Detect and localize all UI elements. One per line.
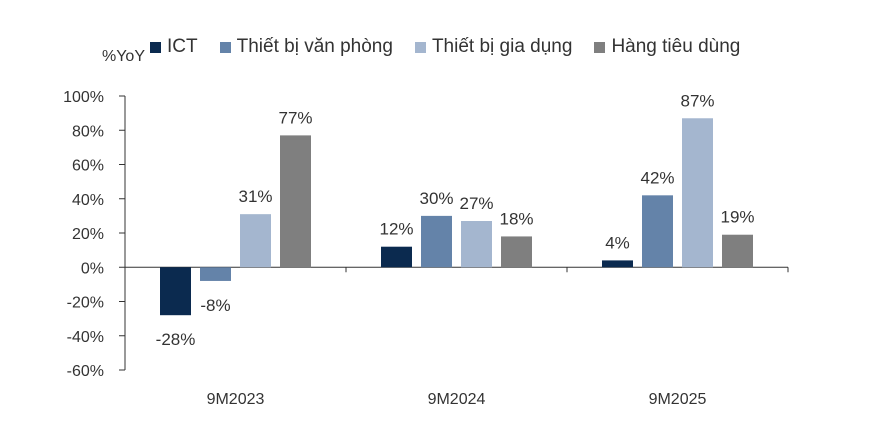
bar — [200, 267, 231, 281]
data-label: 27% — [459, 194, 493, 213]
y-tick-label: -40% — [67, 329, 104, 346]
bar — [501, 236, 532, 268]
data-label: 4% — [605, 233, 630, 252]
y-tick-label: 80% — [72, 123, 104, 140]
chart-legend: ICT Thiết bị văn phòng Thiết bị gia dụng… — [150, 36, 740, 58]
data-label: 31% — [238, 187, 272, 206]
bar — [421, 215, 452, 268]
legend-item-office-equipment: Thiết bị văn phòng — [219, 36, 393, 58]
y-tick-label: 100% — [63, 89, 104, 106]
y-tick-label: 20% — [72, 226, 104, 243]
legend-label-home-appliances: Thiết bị gia dụng — [431, 36, 573, 57]
bar — [461, 221, 492, 268]
data-label: -28% — [156, 330, 196, 349]
y-tick-label: 0% — [81, 260, 104, 277]
x-category-label: 9M2025 — [649, 391, 707, 408]
data-label: 42% — [640, 168, 674, 187]
legend-swatch-office-equipment — [219, 41, 231, 53]
x-category-label: 9M2023 — [207, 391, 265, 408]
legend-label-consumer-goods: Hàng tiêu dùng — [611, 36, 741, 57]
legend-label-office-equipment: Thiết bị văn phòng — [236, 36, 393, 57]
data-label: 12% — [379, 220, 413, 239]
data-label: 18% — [499, 209, 533, 228]
bar — [280, 135, 311, 268]
bar — [160, 267, 191, 316]
data-label: 19% — [720, 208, 754, 227]
legend-swatch-home-appliances — [414, 41, 426, 53]
legend-item-home-appliances: Thiết bị gia dụng — [414, 36, 573, 58]
y-axis-unit-label: %YoY — [102, 48, 145, 65]
legend-item-consumer-goods: Hàng tiêu dùng — [594, 36, 740, 58]
legend-swatch-ict — [150, 41, 161, 53]
data-label: 77% — [278, 108, 312, 127]
bar — [722, 234, 753, 268]
data-label: -8% — [200, 296, 230, 315]
y-tick-label: -60% — [67, 363, 104, 380]
bar — [381, 246, 412, 268]
legend-item-ict: ICT — [150, 36, 198, 58]
bar — [602, 260, 633, 268]
data-label: 30% — [419, 189, 453, 208]
legend-label-ict: ICT — [167, 36, 198, 57]
x-category-label: 9M2024 — [428, 391, 486, 408]
y-tick-label: 40% — [72, 192, 104, 209]
y-tick-label: -20% — [67, 295, 104, 312]
bar — [642, 195, 673, 268]
y-tick-label: 60% — [72, 158, 104, 175]
bar — [682, 118, 713, 268]
data-label: 87% — [680, 91, 714, 110]
legend-swatch-consumer-goods — [594, 41, 606, 53]
bar — [240, 214, 271, 268]
